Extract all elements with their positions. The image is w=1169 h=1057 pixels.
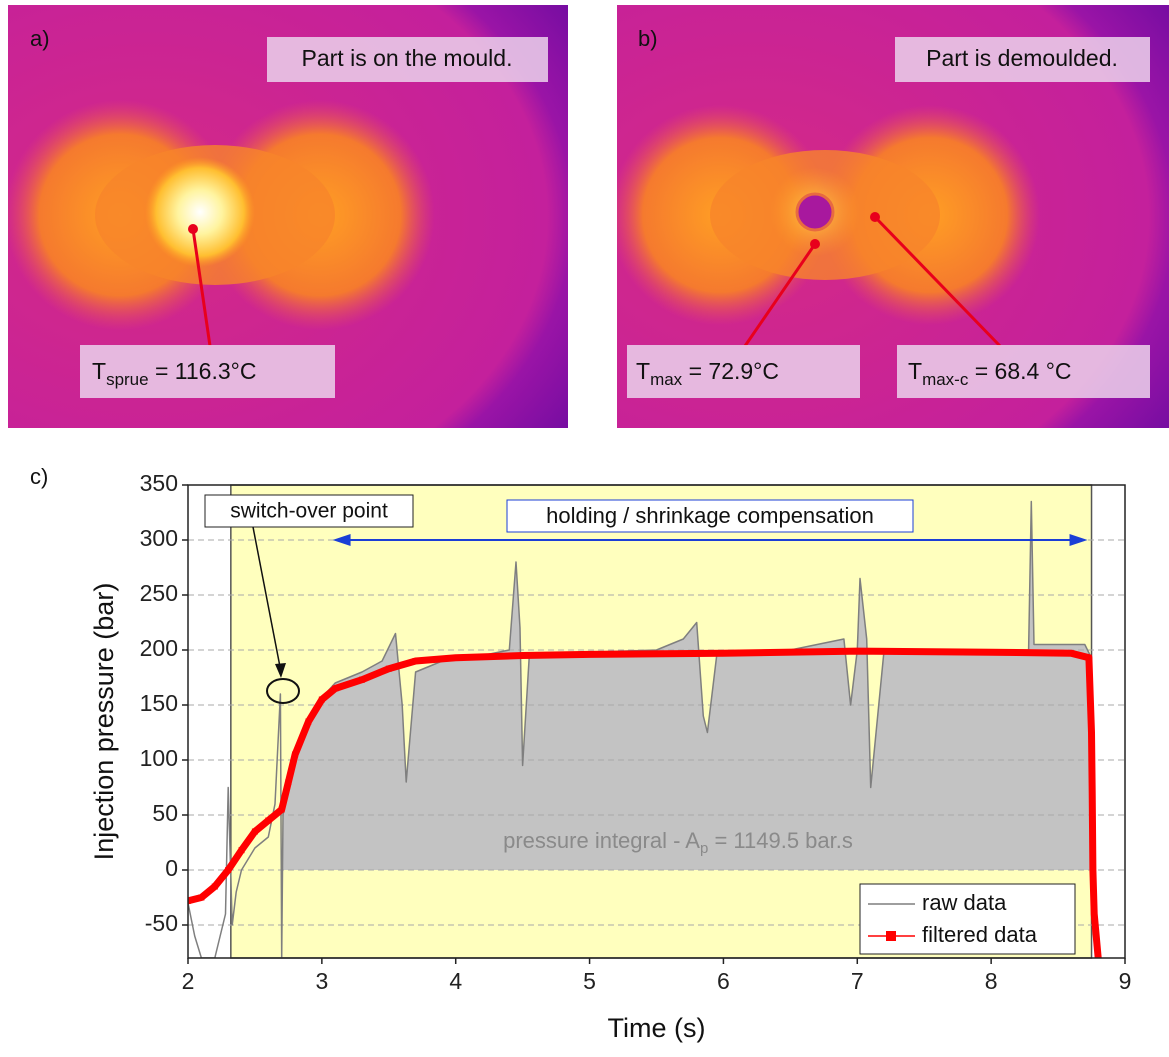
marker bbox=[385, 665, 392, 672]
legend-box bbox=[859, 883, 1076, 955]
marker bbox=[332, 685, 339, 692]
symbol: T bbox=[92, 358, 106, 384]
readout-value: = 72.9°C bbox=[682, 358, 779, 384]
marker bbox=[278, 806, 285, 813]
marker bbox=[1089, 790, 1096, 796]
readout: Tmax-c = 68.4 °C bbox=[908, 358, 1072, 389]
subscript: p bbox=[700, 840, 708, 857]
y-tick-label: 100 bbox=[140, 745, 178, 771]
marker bbox=[292, 751, 299, 758]
annotation-box bbox=[506, 499, 914, 533]
annotation-box bbox=[204, 494, 414, 528]
legend-marker bbox=[886, 931, 896, 941]
y-tick-label: 250 bbox=[140, 580, 178, 606]
x-tick-label: 4 bbox=[449, 968, 462, 994]
marker bbox=[988, 649, 995, 656]
subscript: max-c bbox=[922, 370, 969, 389]
marker bbox=[1085, 654, 1092, 661]
thermal-image-a: a) Part is on the mould. Tsprue = 116.3°… bbox=[8, 5, 568, 428]
marker bbox=[211, 883, 218, 890]
x-tick-label: 6 bbox=[717, 968, 730, 994]
marker bbox=[1068, 650, 1075, 657]
panel-label: a) bbox=[30, 26, 50, 51]
panel-label: b) bbox=[638, 26, 658, 51]
marker bbox=[1091, 911, 1098, 917]
marker bbox=[188, 897, 191, 904]
readout-value: = 68.4 °C bbox=[968, 358, 1071, 384]
legend-label: filtered data bbox=[922, 922, 1038, 947]
x-tick-label: 5 bbox=[583, 968, 596, 994]
marker bbox=[519, 652, 526, 659]
annotation-arrow bbox=[252, 526, 282, 673]
x-tick-label: 9 bbox=[1119, 968, 1132, 994]
symbol: T bbox=[636, 358, 650, 384]
marker bbox=[285, 779, 292, 785]
marker bbox=[318, 696, 325, 703]
marker bbox=[251, 828, 258, 835]
arrow-head bbox=[332, 534, 351, 546]
y-axis-title: Injection pressure (bar) bbox=[89, 583, 119, 861]
annotation: pressure integral - Ap = 1149.5 bar.s bbox=[503, 828, 853, 857]
marker bbox=[1095, 955, 1102, 958]
caption: Part is demoulded. bbox=[926, 45, 1118, 71]
y-tick-label: 350 bbox=[140, 470, 178, 496]
annotation-text: = 1149.5 bar.s bbox=[708, 828, 853, 853]
x-tick-label: 2 bbox=[182, 968, 195, 994]
y-tick-label: 200 bbox=[140, 635, 178, 661]
readout-value: = 116.3°C bbox=[149, 358, 257, 384]
y-tick-label: 150 bbox=[140, 690, 178, 716]
integral-area bbox=[281, 501, 1092, 870]
y-tick-label: 0 bbox=[165, 855, 178, 881]
marker bbox=[720, 650, 727, 657]
marker bbox=[305, 718, 312, 725]
y-tick-label: 300 bbox=[140, 525, 178, 551]
marker bbox=[412, 658, 419, 664]
annotation: switch-over point bbox=[230, 500, 388, 523]
marker bbox=[1089, 867, 1096, 873]
marker bbox=[854, 648, 861, 655]
marker bbox=[452, 654, 459, 661]
legend-label: raw data bbox=[922, 890, 1007, 915]
raw-line bbox=[188, 500, 1093, 958]
readout: Tmax = 72.9°C bbox=[636, 358, 779, 389]
readout: Tsprue = 116.3°C bbox=[92, 358, 256, 389]
x-tick-label: 7 bbox=[851, 968, 864, 994]
annotation-text: pressure integral - A bbox=[503, 828, 700, 853]
panel-label: c) bbox=[30, 464, 48, 489]
marker bbox=[359, 676, 366, 683]
marker bbox=[198, 894, 205, 901]
marker bbox=[265, 817, 272, 824]
subscript: sprue bbox=[106, 370, 149, 389]
y-tick-label: -50 bbox=[145, 910, 178, 936]
marker bbox=[238, 847, 245, 854]
symbol: T bbox=[908, 358, 922, 384]
x-tick-label: 3 bbox=[315, 968, 328, 994]
chart: -50 0 50 100 150 200 250 300 350 2 3 4 5 6 7 8 9 Time (s)… bbox=[89, 470, 1131, 1043]
arrow-head bbox=[1069, 534, 1088, 546]
arrow-head bbox=[275, 663, 286, 678]
plot-frame bbox=[187, 484, 1126, 959]
x-axis-title: Time (s) bbox=[608, 1013, 706, 1043]
marker bbox=[586, 651, 593, 658]
thermal-image-b: b) Part is demoulded. Tmax = 72.9°C Tmax… bbox=[617, 5, 1169, 428]
y-tick-label: 50 bbox=[152, 800, 178, 826]
marker bbox=[1088, 729, 1095, 736]
caption: Part is on the mould. bbox=[302, 45, 513, 71]
series-group bbox=[188, 500, 1102, 958]
x-tick-label: 8 bbox=[985, 968, 998, 994]
annotation-ellipse bbox=[266, 678, 300, 704]
annotation: holding / shrinkage compensation bbox=[546, 503, 874, 528]
marker bbox=[225, 867, 232, 873]
subscript: max bbox=[650, 370, 683, 389]
